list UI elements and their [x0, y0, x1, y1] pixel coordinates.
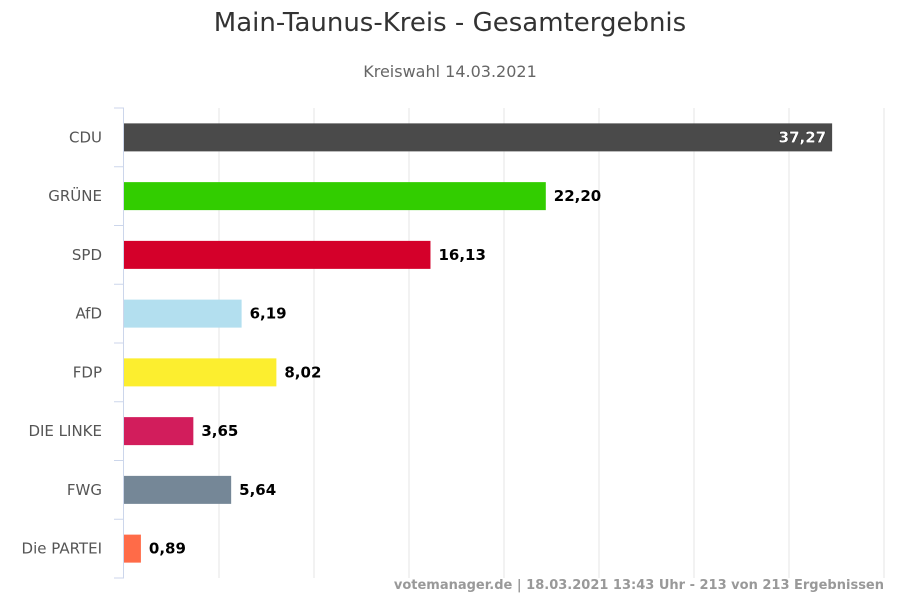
category-label: AfD — [75, 305, 102, 323]
bar — [124, 475, 232, 504]
category-label: GRÜNE — [48, 186, 102, 205]
bar — [124, 240, 431, 269]
category-label: FDP — [73, 363, 102, 381]
data-label: 0,89 — [149, 540, 186, 558]
category-label: CDU — [69, 128, 102, 146]
data-label: 3,65 — [201, 422, 238, 440]
category-label: DIE LINKE — [28, 422, 102, 440]
data-label: 8,02 — [284, 363, 321, 381]
grid-lines — [218, 108, 885, 578]
bars — [124, 123, 833, 563]
bar — [124, 299, 242, 328]
chart-subtitle: Kreiswahl 14.03.2021 — [363, 62, 537, 81]
bar — [124, 534, 141, 563]
credits-link[interactable]: votemanager.de | 18.03.2021 13:43 Uhr - … — [393, 578, 884, 593]
bar — [124, 182, 546, 211]
bar — [124, 123, 833, 152]
data-label: 6,19 — [250, 305, 287, 323]
data-label: 5,64 — [239, 481, 276, 499]
data-label: 37,27 — [779, 128, 826, 146]
data-label: 22,20 — [554, 187, 601, 205]
category-label: SPD — [72, 246, 102, 264]
category-label: Die PARTEI — [22, 540, 102, 558]
bar — [124, 417, 194, 446]
labels: CDU 37,27 GRÜNE 22,20 SPD 16,13 AfD 6,19 FDP 8,02… — [22, 128, 827, 558]
category-axis — [114, 107, 124, 579]
category-label: FWG — [67, 481, 102, 499]
chart-title: Main-Taunus-Kreis - Gesamtergebnis — [213, 8, 687, 38]
bar — [124, 358, 277, 387]
data-label: 16,13 — [438, 246, 485, 264]
